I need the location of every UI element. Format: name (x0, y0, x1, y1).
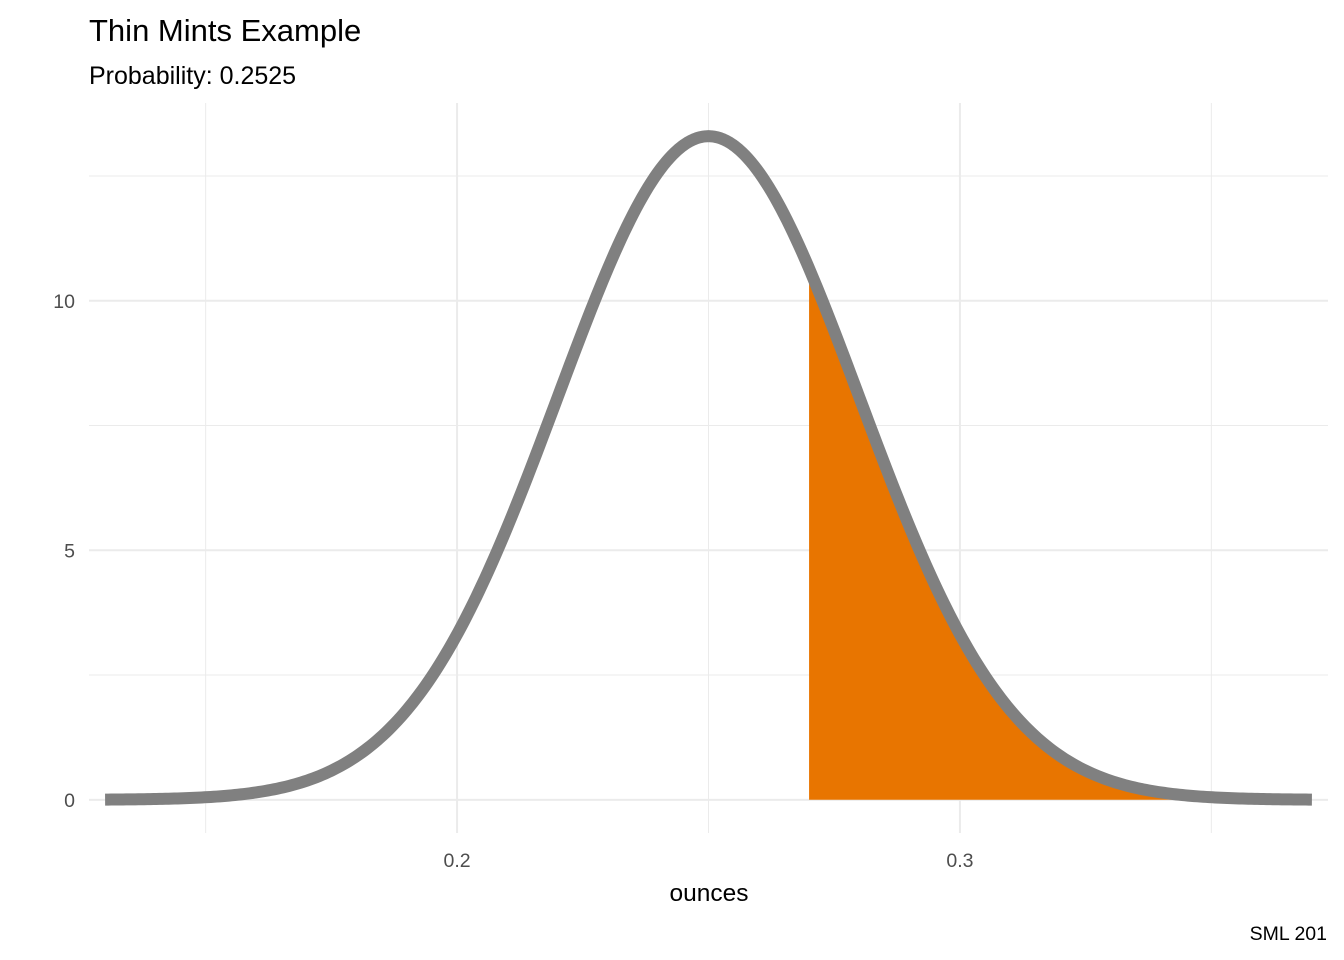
y-tick-label: 0 (64, 790, 75, 812)
x-axis-title: ounces (669, 880, 748, 907)
chart-title: Thin Mints Example (89, 13, 361, 48)
chart-subtitle: Probability: 0.2525 (89, 62, 296, 90)
x-tick-label: 0.3 (946, 850, 973, 872)
y-tick-label: 10 (53, 291, 75, 313)
density-curve (102, 130, 1315, 806)
chart-caption: SML 201 (1250, 923, 1327, 945)
x-tick-label: 0.2 (444, 850, 471, 872)
y-tick-label: 5 (64, 540, 75, 562)
grid (89, 103, 1328, 833)
shaded-probability-area (809, 268, 1312, 800)
axis-ticks: 0.2 0.3 0 5 10 (53, 291, 973, 872)
